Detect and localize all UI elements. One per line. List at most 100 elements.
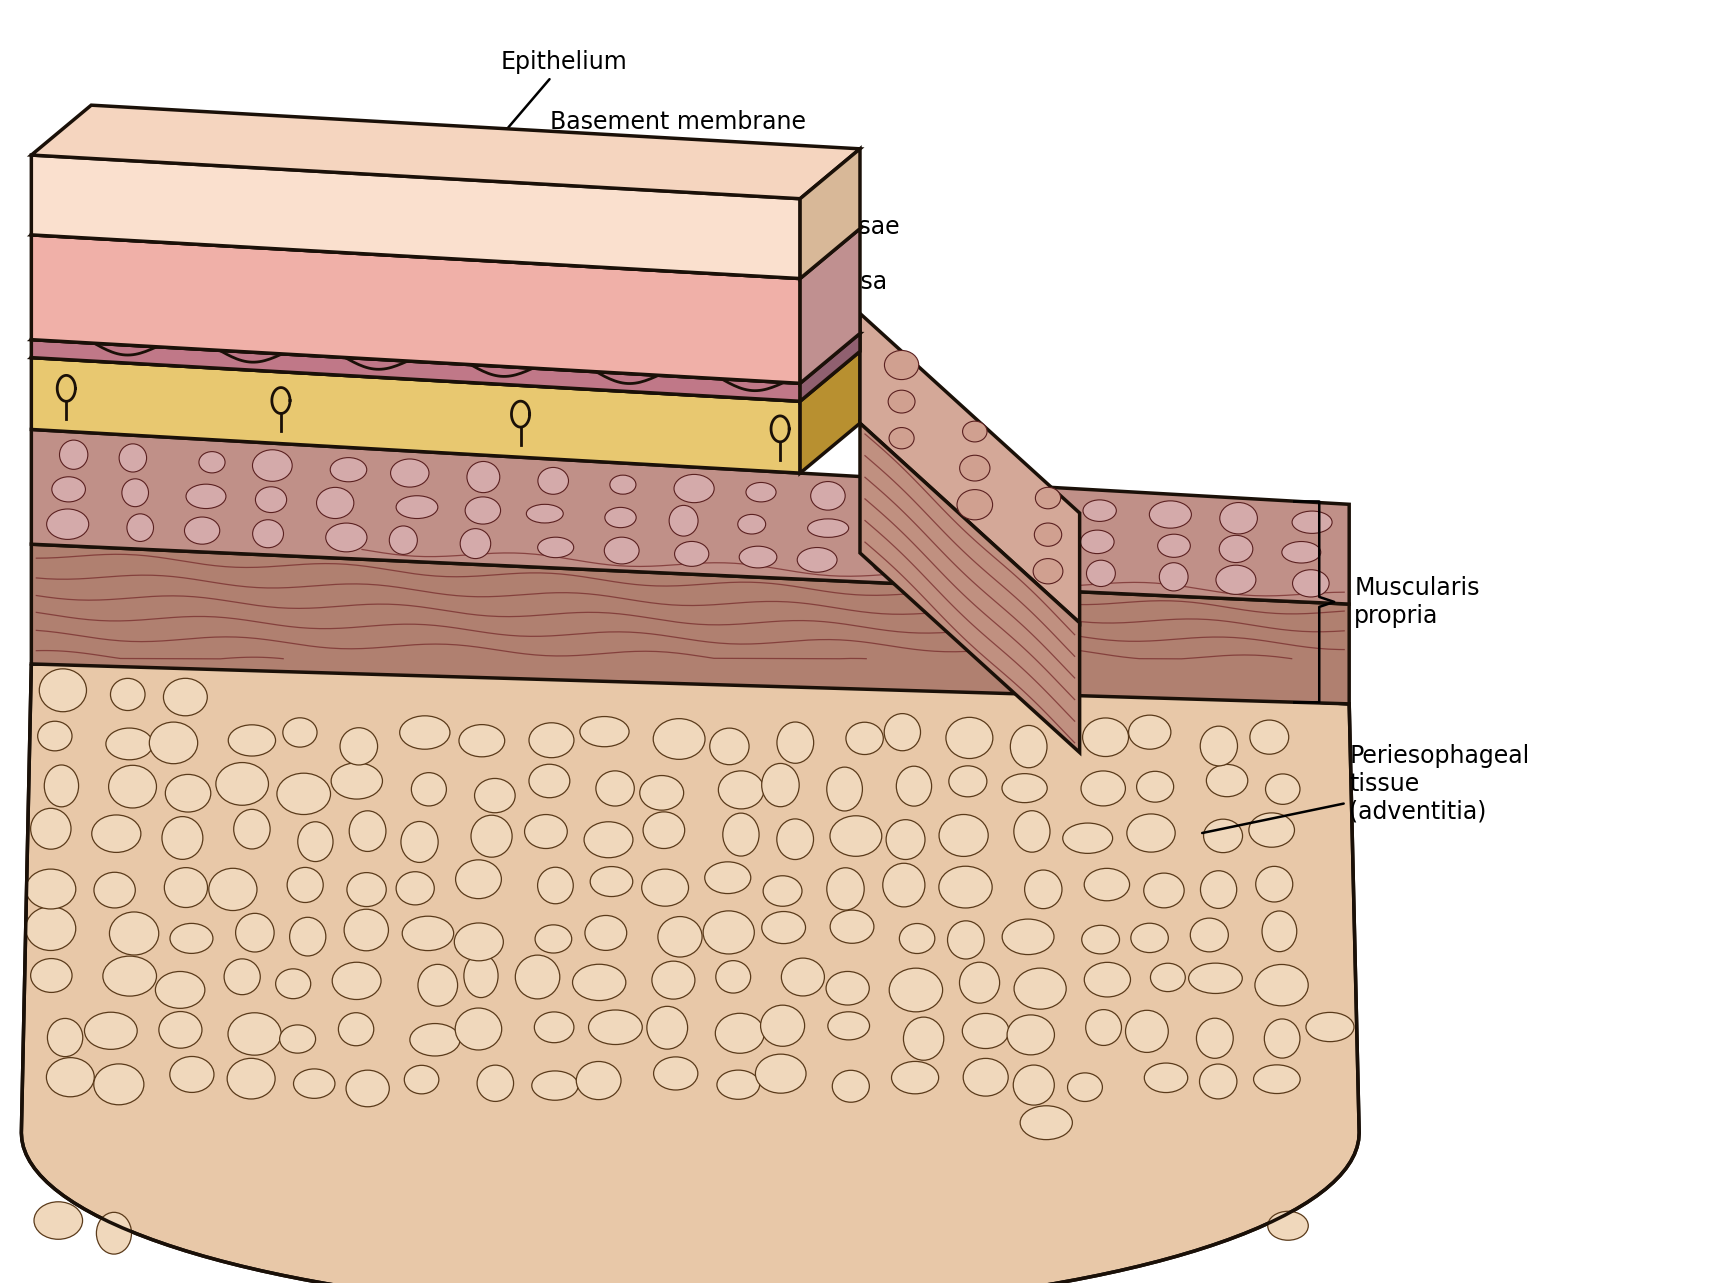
- Ellipse shape: [948, 765, 986, 797]
- Ellipse shape: [92, 815, 140, 853]
- Ellipse shape: [1261, 910, 1297, 951]
- Ellipse shape: [227, 1013, 282, 1055]
- Ellipse shape: [755, 1054, 807, 1093]
- Ellipse shape: [962, 421, 988, 442]
- Ellipse shape: [1020, 1106, 1072, 1140]
- Ellipse shape: [400, 715, 449, 750]
- Ellipse shape: [658, 917, 702, 957]
- Ellipse shape: [896, 767, 931, 806]
- Ellipse shape: [709, 728, 749, 765]
- Ellipse shape: [330, 457, 367, 482]
- Ellipse shape: [1034, 523, 1061, 546]
- Ellipse shape: [738, 515, 766, 534]
- Ellipse shape: [162, 817, 203, 859]
- Ellipse shape: [164, 678, 207, 715]
- Ellipse shape: [338, 1013, 374, 1045]
- Ellipse shape: [827, 1012, 870, 1040]
- Ellipse shape: [51, 476, 85, 502]
- Ellipse shape: [1189, 918, 1229, 951]
- Ellipse shape: [208, 868, 256, 910]
- Ellipse shape: [106, 728, 152, 760]
- Ellipse shape: [960, 456, 990, 482]
- Ellipse shape: [885, 351, 919, 380]
- Ellipse shape: [596, 770, 634, 806]
- Polygon shape: [31, 235, 800, 384]
- Ellipse shape: [120, 444, 147, 473]
- Ellipse shape: [899, 923, 935, 954]
- Ellipse shape: [1282, 542, 1321, 562]
- Ellipse shape: [1306, 1012, 1354, 1041]
- Ellipse shape: [326, 523, 367, 552]
- Ellipse shape: [1007, 1014, 1054, 1055]
- Ellipse shape: [584, 822, 632, 858]
- Ellipse shape: [1001, 774, 1048, 802]
- Ellipse shape: [892, 1062, 938, 1094]
- Ellipse shape: [1292, 511, 1331, 533]
- Ellipse shape: [1203, 819, 1242, 853]
- Ellipse shape: [391, 458, 429, 487]
- Ellipse shape: [1063, 823, 1113, 854]
- Polygon shape: [31, 308, 860, 402]
- Ellipse shape: [1200, 727, 1237, 765]
- Ellipse shape: [716, 1013, 764, 1053]
- Ellipse shape: [46, 508, 89, 539]
- Ellipse shape: [1265, 1019, 1301, 1058]
- Ellipse shape: [945, 488, 984, 519]
- Ellipse shape: [234, 809, 270, 849]
- Ellipse shape: [825, 972, 870, 1005]
- Ellipse shape: [778, 819, 813, 859]
- Ellipse shape: [670, 506, 697, 537]
- Ellipse shape: [198, 452, 226, 473]
- Ellipse shape: [253, 520, 284, 548]
- Ellipse shape: [648, 1007, 687, 1049]
- Ellipse shape: [1013, 968, 1066, 1009]
- Ellipse shape: [31, 959, 72, 993]
- Ellipse shape: [410, 1023, 460, 1055]
- Ellipse shape: [396, 872, 434, 905]
- Text: Submucosa: Submucosa: [750, 270, 887, 410]
- Ellipse shape: [1131, 923, 1169, 953]
- Ellipse shape: [745, 483, 776, 502]
- Ellipse shape: [938, 814, 988, 856]
- Ellipse shape: [475, 778, 514, 813]
- Ellipse shape: [405, 1066, 439, 1094]
- Ellipse shape: [938, 867, 993, 908]
- Ellipse shape: [957, 489, 993, 520]
- Ellipse shape: [94, 1064, 144, 1104]
- Ellipse shape: [1157, 534, 1191, 557]
- Ellipse shape: [796, 547, 837, 573]
- Ellipse shape: [889, 390, 914, 413]
- Ellipse shape: [1292, 570, 1330, 597]
- Ellipse shape: [169, 923, 214, 954]
- Polygon shape: [31, 290, 860, 384]
- Ellipse shape: [1082, 770, 1126, 806]
- Polygon shape: [31, 185, 860, 279]
- Ellipse shape: [455, 923, 504, 960]
- Ellipse shape: [1068, 1073, 1102, 1102]
- Ellipse shape: [31, 809, 72, 849]
- Ellipse shape: [1145, 1063, 1188, 1093]
- Ellipse shape: [1087, 560, 1116, 587]
- Ellipse shape: [39, 669, 87, 711]
- Ellipse shape: [236, 913, 273, 951]
- Ellipse shape: [159, 1012, 202, 1048]
- Ellipse shape: [253, 449, 292, 482]
- Ellipse shape: [762, 764, 800, 806]
- Ellipse shape: [1200, 871, 1237, 908]
- Ellipse shape: [126, 514, 154, 542]
- Polygon shape: [21, 664, 1359, 1284]
- Text: Epithelium: Epithelium: [453, 50, 627, 193]
- Ellipse shape: [1128, 715, 1171, 749]
- Ellipse shape: [332, 763, 383, 799]
- Ellipse shape: [704, 862, 750, 894]
- Ellipse shape: [164, 868, 207, 908]
- Ellipse shape: [1136, 772, 1174, 802]
- Ellipse shape: [947, 921, 984, 959]
- Polygon shape: [800, 149, 860, 279]
- Text: Periesophageal
tissue
(adventitia): Periesophageal tissue (adventitia): [1201, 743, 1530, 833]
- Ellipse shape: [653, 1057, 697, 1090]
- Ellipse shape: [605, 507, 636, 528]
- Ellipse shape: [516, 955, 561, 999]
- Ellipse shape: [1200, 1064, 1237, 1099]
- Ellipse shape: [156, 972, 205, 1008]
